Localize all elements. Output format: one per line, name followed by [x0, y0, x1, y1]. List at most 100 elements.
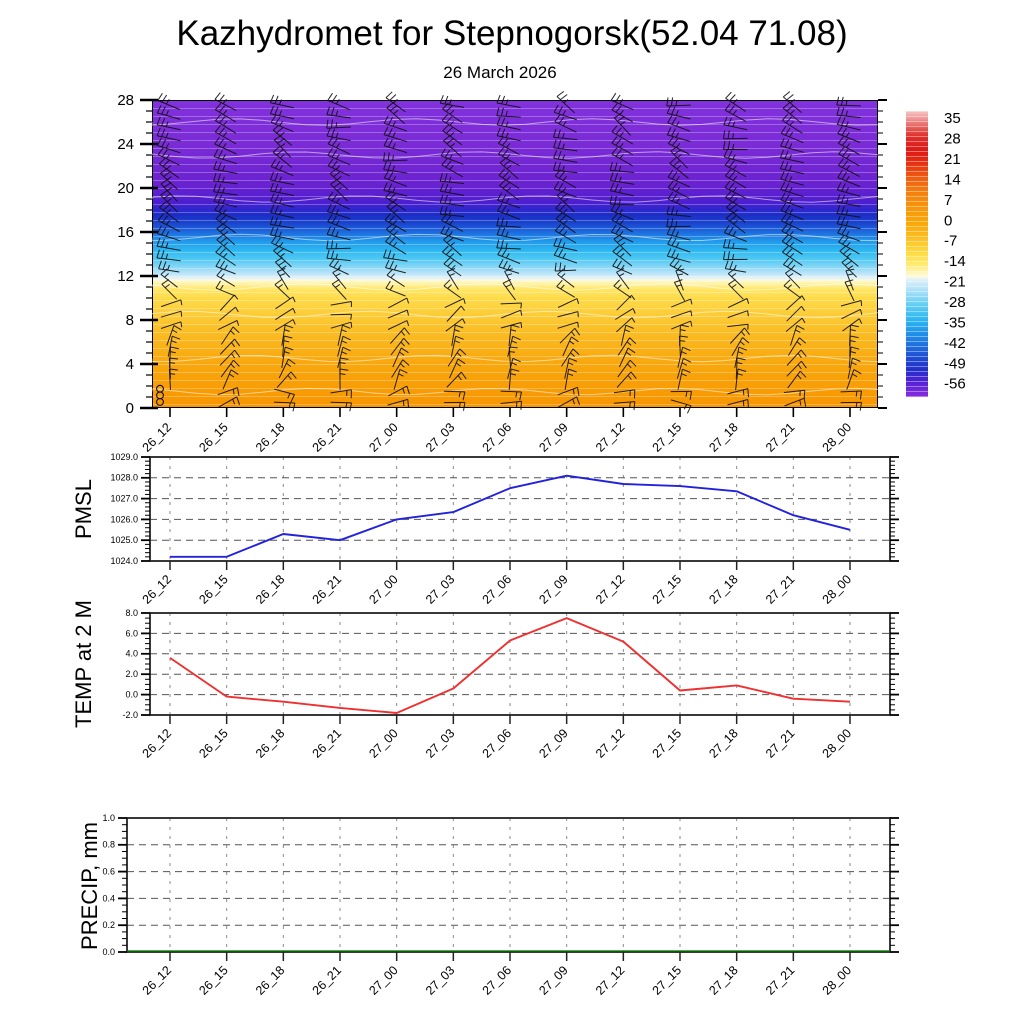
page-title: Kazhydromet for Stepnogorsk(52.04 71.08) [176, 14, 848, 53]
wind-barb-feather [556, 91, 565, 97]
colorbar-tick-label: -56 [944, 376, 966, 393]
pmsl-line [170, 474, 851, 558]
xsec-x-tick-label: 27_06 [480, 420, 515, 455]
temp-line [169, 617, 851, 714]
xsec-x-tick-label: 27_03 [423, 420, 458, 455]
x-tick-label: 27_03 [423, 726, 458, 761]
x-tick-label: 26_21 [310, 726, 345, 761]
x-tick-label: 26_21 [310, 963, 345, 998]
y-tick-label: 1.0 [102, 813, 115, 823]
y-tick-label: 0.8 [102, 840, 115, 850]
colorbar-tick-label: 14 [944, 171, 961, 188]
xsec-x-tick-label: 26_21 [310, 420, 345, 455]
wind-barb-feather [560, 94, 568, 100]
xsec-x-tick-label: 27_21 [763, 420, 798, 455]
x-tick-label: 27_15 [650, 726, 685, 761]
xsec-y-tick-label: 0 [126, 400, 134, 417]
xsec-y-tick-label: 24 [117, 136, 134, 153]
y-tick-label: 1025.0 [110, 535, 138, 545]
y-tick-label: 0.0 [125, 689, 138, 699]
y-tick-label: -2.0 [122, 710, 138, 720]
temperature-fill [152, 100, 878, 408]
xsec-y-tick-label: 16 [117, 224, 134, 241]
y-tick-label: 1024.0 [110, 556, 138, 566]
y-tick-label: 0.6 [102, 866, 115, 876]
date-subtitle: 26 March 2026 [443, 63, 557, 82]
colorbar-tick-label: 28 [944, 131, 961, 148]
y-tick-label: 2.0 [125, 669, 138, 679]
x-tick-label: 28_00 [820, 963, 855, 998]
xsec-x-tick-label: 27_09 [536, 420, 571, 455]
panel-frame [126, 817, 891, 953]
xsec-y-tick-label: 8 [126, 312, 134, 329]
xsec-x-tick-label: 28_00 [820, 420, 855, 455]
colorbar-tick-label: -21 [944, 274, 966, 291]
x-tick-label: 27_09 [536, 572, 571, 607]
xsec-x-tick-label: 26_12 [140, 420, 175, 455]
xsec-x-tick-label: 27_12 [593, 420, 628, 455]
x-tick-label: 26_15 [196, 726, 231, 761]
x-tick-label: 26_18 [253, 726, 288, 761]
x-tick-label: 27_21 [763, 572, 798, 607]
precip-axis-title: PRECIP, mm [77, 822, 102, 950]
colorbar-tick-label: 35 [944, 110, 961, 127]
x-tick-label: 27_12 [593, 726, 628, 761]
wind-barb-feather [385, 91, 393, 99]
y-tick-label: 1029.0 [110, 452, 138, 462]
xsec-x-tick-label: 27_18 [706, 420, 741, 455]
x-tick-label: 27_18 [706, 963, 741, 998]
temp-axis-title: TEMP at 2 M [71, 600, 96, 728]
x-tick-label: 26_18 [253, 572, 288, 607]
x-tick-label: 26_21 [310, 572, 345, 607]
colorbar-tick-label: 7 [944, 192, 952, 209]
x-tick-label: 27_18 [706, 726, 741, 761]
x-tick-label: 27_06 [480, 572, 515, 607]
x-tick-label: 27_03 [423, 572, 458, 607]
x-tick-label: 27_12 [593, 963, 628, 998]
x-tick-label: 27_18 [706, 572, 741, 607]
xsec-x-tick-label: 26_18 [253, 420, 288, 455]
x-tick-label: 27_21 [763, 963, 798, 998]
colorbar-tick-label: 21 [944, 151, 961, 168]
xsec-y-tick-label: 4 [126, 356, 134, 373]
xsec-x-tick-label: 26_15 [196, 420, 231, 455]
colorbar [906, 111, 928, 397]
x-tick-label: 28_00 [820, 572, 855, 607]
xsec-y-tick-label: 12 [117, 268, 134, 285]
colorbar-tick-label: 0 [944, 212, 952, 229]
colorbar-tick-label: -49 [944, 355, 966, 372]
x-tick-label: 26_12 [140, 572, 175, 607]
y-tick-label: 0.4 [102, 893, 115, 903]
colorbar-tick-label: -14 [944, 253, 966, 270]
xsec-y-tick-label: 20 [117, 180, 134, 197]
panel-frame [149, 456, 891, 562]
x-tick-label: 27_09 [536, 726, 571, 761]
y-tick-label: 1028.0 [110, 473, 138, 483]
x-tick-label: 27_21 [763, 726, 798, 761]
y-tick-label: 0.0 [102, 947, 115, 957]
colorbar-tick-label: -7 [944, 233, 957, 250]
wind-barb-feather [725, 91, 732, 99]
x-tick-label: 27_06 [480, 726, 515, 761]
x-tick-label: 27_06 [480, 963, 515, 998]
y-tick-label: 4.0 [125, 649, 138, 659]
y-tick-label: 0.2 [102, 920, 115, 930]
wind-barb-feather [214, 92, 221, 100]
x-tick-label: 27_12 [593, 572, 628, 607]
xsec-x-tick-label: 27_00 [366, 420, 401, 455]
x-tick-label: 27_00 [366, 726, 401, 761]
x-tick-label: 27_15 [650, 572, 685, 607]
x-tick-label: 27_00 [366, 572, 401, 607]
x-tick-label: 27_03 [423, 963, 458, 998]
colorbar-tick-label: -35 [944, 314, 966, 331]
xsec-x-tick-label: 27_15 [650, 420, 685, 455]
xsec-y-tick-label: 28 [117, 92, 134, 109]
x-tick-label: 26_12 [140, 963, 175, 998]
y-tick-label: 8.0 [125, 608, 138, 618]
y-tick-label: 1026.0 [110, 514, 138, 524]
colorbar-tick-label: -28 [944, 294, 966, 311]
x-tick-label: 27_09 [536, 963, 571, 998]
x-tick-label: 28_00 [820, 726, 855, 761]
colorbar-tick-label: -42 [944, 335, 966, 352]
